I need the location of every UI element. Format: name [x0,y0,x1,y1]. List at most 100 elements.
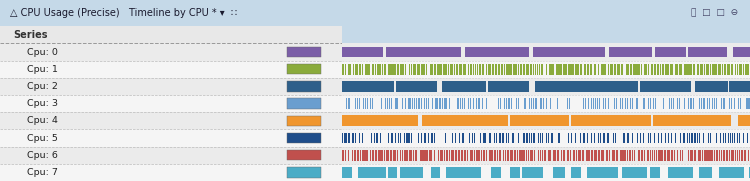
Bar [388,167,397,178]
Bar [521,150,523,161]
Bar [634,64,637,75]
Bar [348,133,350,143]
Bar [537,64,538,75]
Bar [688,47,727,57]
Bar [472,133,473,143]
Bar [358,150,359,161]
Bar [561,150,562,161]
Bar [397,150,398,161]
Bar [708,133,709,143]
Bar [551,133,553,143]
Bar [641,150,643,161]
Bar [418,64,420,75]
Bar [456,64,458,75]
Bar [606,150,608,161]
Bar [734,47,750,57]
Bar [372,150,374,161]
Bar [542,133,543,143]
Bar [0,112,342,129]
Bar [372,64,374,75]
Text: Cpu: 3: Cpu: 3 [27,99,58,108]
Bar [495,64,496,75]
Text: Cpu: 1: Cpu: 1 [27,65,58,74]
Bar [650,133,651,143]
Bar [638,150,640,161]
Bar [679,64,682,75]
Bar [731,64,733,75]
Bar [376,150,377,161]
Bar [404,150,406,161]
Bar [342,112,750,129]
Bar [409,150,410,161]
Bar [724,64,725,75]
Bar [431,133,433,143]
Bar [354,150,356,161]
Bar [287,167,322,178]
Bar [668,133,669,143]
Bar [372,98,374,109]
Bar [731,98,732,109]
Bar [458,150,460,161]
Bar [674,64,676,75]
Bar [624,150,626,161]
Bar [512,150,513,161]
Bar [394,64,397,75]
Bar [532,64,533,75]
Bar [442,64,444,75]
Bar [716,64,717,75]
Bar [388,64,391,75]
Bar [515,64,517,75]
Bar [737,133,738,143]
Bar [474,150,475,161]
Bar [499,150,500,161]
Bar [342,47,383,57]
Bar [605,98,606,109]
Bar [496,133,497,143]
Bar [451,150,452,161]
Bar [342,167,352,178]
Bar [342,147,750,164]
Bar [683,133,685,143]
Bar [629,150,631,161]
Bar [480,133,481,143]
Bar [662,64,664,75]
Bar [0,164,342,181]
Bar [674,150,676,161]
Bar [431,167,439,178]
Bar [600,133,602,143]
Bar [467,64,469,75]
Bar [509,64,512,75]
Bar [591,150,592,161]
Bar [676,150,679,161]
Bar [728,133,729,143]
Bar [510,167,520,178]
Bar [653,115,731,126]
Bar [0,26,342,43]
Bar [704,64,705,75]
Bar [716,150,718,161]
Bar [404,133,405,143]
Bar [352,64,354,75]
Bar [462,133,464,143]
Bar [409,133,410,143]
Bar [570,64,571,75]
Bar [671,64,674,75]
Bar [671,133,673,143]
Bar [352,133,354,143]
Bar [347,64,350,75]
Bar [578,150,580,161]
Bar [694,81,728,92]
Bar [342,81,394,92]
Bar [712,64,715,75]
Bar [709,98,710,109]
Bar [617,133,619,143]
Bar [698,64,699,75]
Bar [664,150,666,161]
Bar [571,133,572,143]
Bar [400,133,401,143]
Bar [362,133,363,143]
Bar [446,167,482,178]
Bar [653,64,656,75]
Bar [420,150,422,161]
Bar [383,64,386,75]
